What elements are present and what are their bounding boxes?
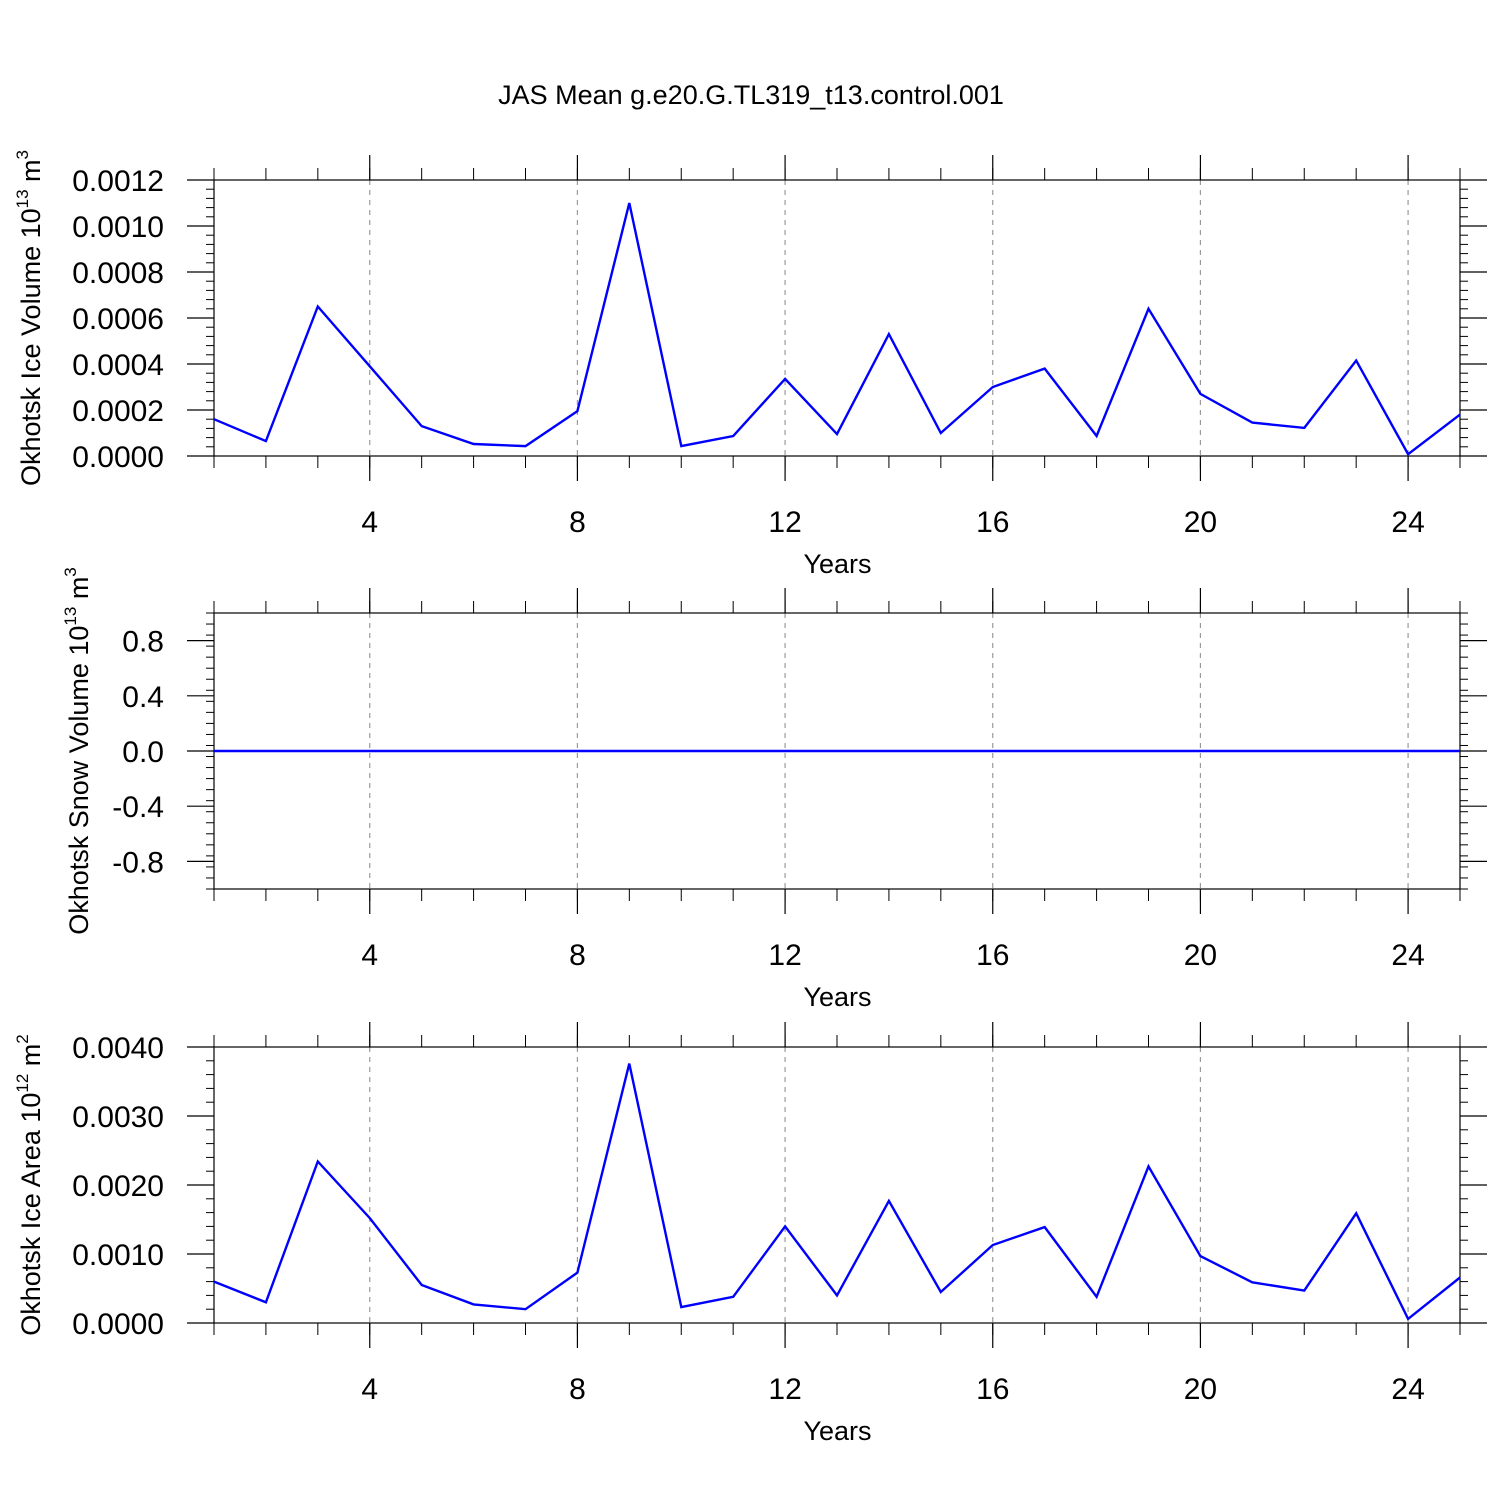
- y-tick-label: 0.0010: [72, 1239, 164, 1272]
- y-axis-label: Okhotsk Ice Volume 1013 m3: [13, 150, 46, 486]
- y-tick-label: 0.0000: [72, 1308, 164, 1341]
- y-tick-label: 0.0002: [72, 395, 164, 428]
- y-tick-label: 0.8: [122, 626, 164, 659]
- plot-frame: [213, 1046, 1461, 1324]
- y-tick-label: 0.4: [122, 681, 164, 714]
- y-tick-label: 0.0040: [72, 1032, 164, 1065]
- y-axis-label: Okhotsk Snow Volume 1013 m3: [61, 567, 94, 935]
- x-tick-label: 12: [768, 506, 801, 539]
- x-tick-label: 4: [361, 1373, 378, 1406]
- panels: 4 8 12 16 20 24 0.0000 0.0002 0.0004 0.0006 0.0008…: [13, 150, 1487, 1446]
- chart-panel-3: 4 8 12 16 20 24 0.0000 0.0010 0.0020 0.0030 0.0040…: [13, 1022, 1487, 1446]
- x-tick-label: 12: [768, 939, 801, 972]
- y-tick-label: 0.0006: [72, 303, 164, 336]
- x-axis-label: Years: [803, 982, 871, 1012]
- x-tick-label: 16: [976, 939, 1009, 972]
- x-tick-label: 8: [569, 506, 586, 539]
- x-tick-label: 20: [1184, 939, 1217, 972]
- y-tick-label: 0.0008: [72, 257, 164, 290]
- plot-frame: [213, 179, 1461, 457]
- y-tick-label: 0.0010: [72, 211, 164, 244]
- x-tick-label: 20: [1184, 506, 1217, 539]
- y-axis-label: Okhotsk Ice Area 1012 m2: [13, 1034, 46, 1336]
- x-tick-label: 8: [569, 939, 586, 972]
- x-tick-label: 4: [361, 506, 378, 539]
- x-tick-label: 12: [768, 1373, 801, 1406]
- chart-panel-1: 4 8 12 16 20 24 0.0000 0.0002 0.0004 0.0006 0.0008…: [13, 150, 1487, 579]
- series-line-1: [213, 202, 1461, 456]
- y-tick-label: -0.4: [112, 791, 164, 824]
- y-tick-label: 0.0020: [72, 1170, 164, 1203]
- x-tick-label: 16: [976, 506, 1009, 539]
- y-tick-label: 0.0: [122, 736, 164, 769]
- x-tick-label: 16: [976, 1373, 1009, 1406]
- y-tick-label: 0.0000: [72, 441, 164, 474]
- y-tick-label: 0.0030: [72, 1101, 164, 1134]
- x-tick-label: 24: [1391, 506, 1424, 539]
- y-tick-label: 0.0004: [72, 349, 164, 382]
- x-tick-label: 8: [569, 1373, 586, 1406]
- x-tick-label: 24: [1391, 939, 1424, 972]
- x-axis-label: Years: [803, 1416, 871, 1446]
- x-axis-label: Years: [803, 549, 871, 579]
- y-tick-label: -0.8: [112, 846, 164, 879]
- x-tick-label: 20: [1184, 1373, 1217, 1406]
- y-tick-label: 0.0012: [72, 165, 164, 198]
- figure-title: JAS Mean g.e20.G.TL319_t13.control.001: [498, 80, 1004, 110]
- chart-panel-2: 4 8 12 16 20 24 -0.8 -0.4 0.0 0.4 0.8 Years Okhotsk …: [61, 567, 1487, 1012]
- x-tick-label: 24: [1391, 1373, 1424, 1406]
- x-tick-label: 4: [361, 939, 378, 972]
- series-line-1: [213, 1063, 1461, 1321]
